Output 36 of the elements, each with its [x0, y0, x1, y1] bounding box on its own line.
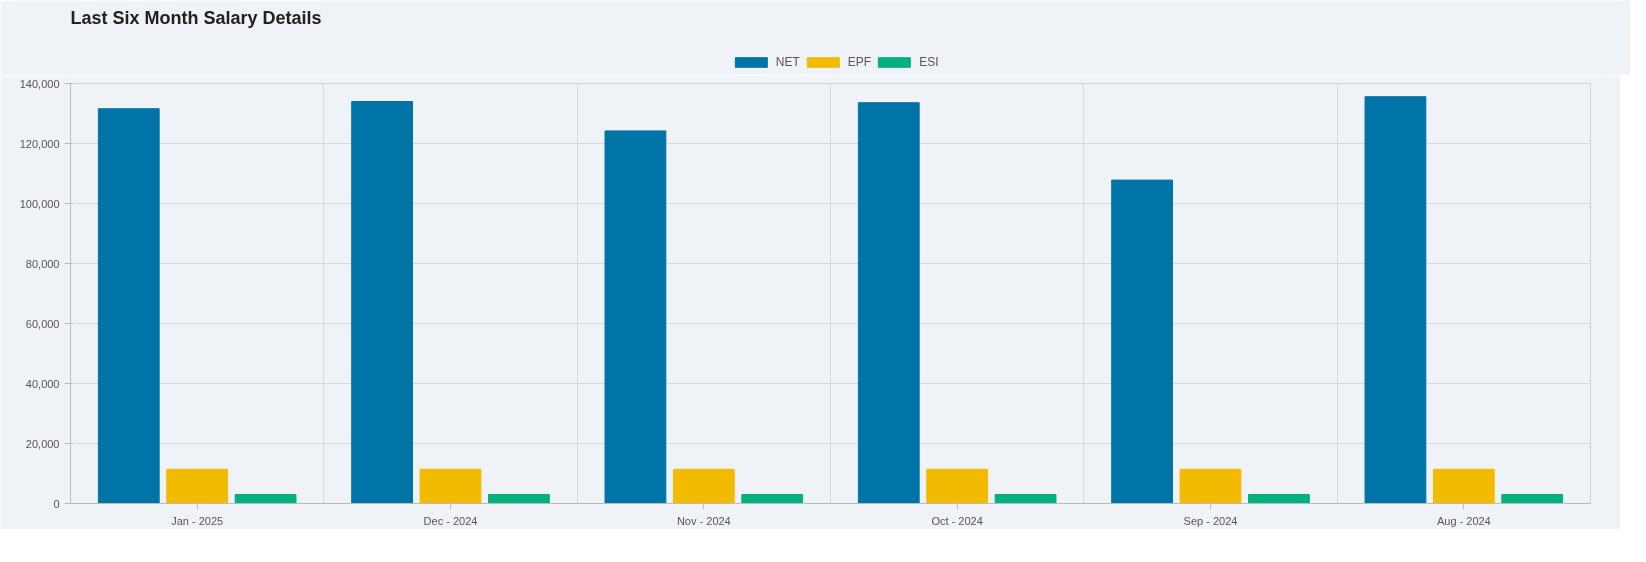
y-tick-label: 20,000 — [25, 437, 60, 450]
bar — [1111, 179, 1173, 504]
legend-label: ESI — [919, 55, 940, 69]
x-tick-label: Dec - 2024 — [423, 514, 478, 527]
bar — [488, 494, 550, 504]
y-tick-label: 60,000 — [25, 317, 60, 330]
x-tick-label: Aug - 2024 — [1436, 514, 1491, 527]
y-tick-label: 140,000 — [19, 77, 60, 90]
bar — [419, 468, 482, 504]
bar — [1179, 468, 1242, 504]
bar — [97, 108, 160, 504]
y-tick-label: 0 — [53, 497, 60, 510]
x-tick-label: Sep - 2024 — [1183, 514, 1238, 527]
y-tick-label: 80,000 — [25, 257, 60, 270]
x-tick-label: Nov - 2024 — [676, 514, 731, 527]
y-tick-label: 120,000 — [19, 137, 60, 150]
bar — [926, 468, 989, 504]
bar — [1364, 96, 1427, 504]
bar — [994, 494, 1057, 504]
bar — [857, 102, 920, 504]
chart-title: Last Six Month Salary Details — [70, 7, 322, 28]
legend-label: EPF — [847, 55, 872, 69]
bar — [1501, 494, 1564, 504]
bar — [351, 101, 413, 504]
bar — [234, 494, 297, 504]
legend-label: NET — [775, 55, 800, 69]
x-tick-label: Oct - 2024 — [931, 514, 983, 527]
bar — [672, 468, 735, 504]
bar — [604, 130, 667, 504]
bar — [166, 468, 229, 504]
y-tick-label: 40,000 — [25, 377, 60, 390]
x-tick-label: Jan - 2025 — [171, 514, 224, 527]
y-tick-label: 100,000 — [19, 197, 60, 210]
bar — [741, 494, 804, 504]
bar — [1248, 494, 1310, 504]
bar — [1432, 468, 1495, 504]
